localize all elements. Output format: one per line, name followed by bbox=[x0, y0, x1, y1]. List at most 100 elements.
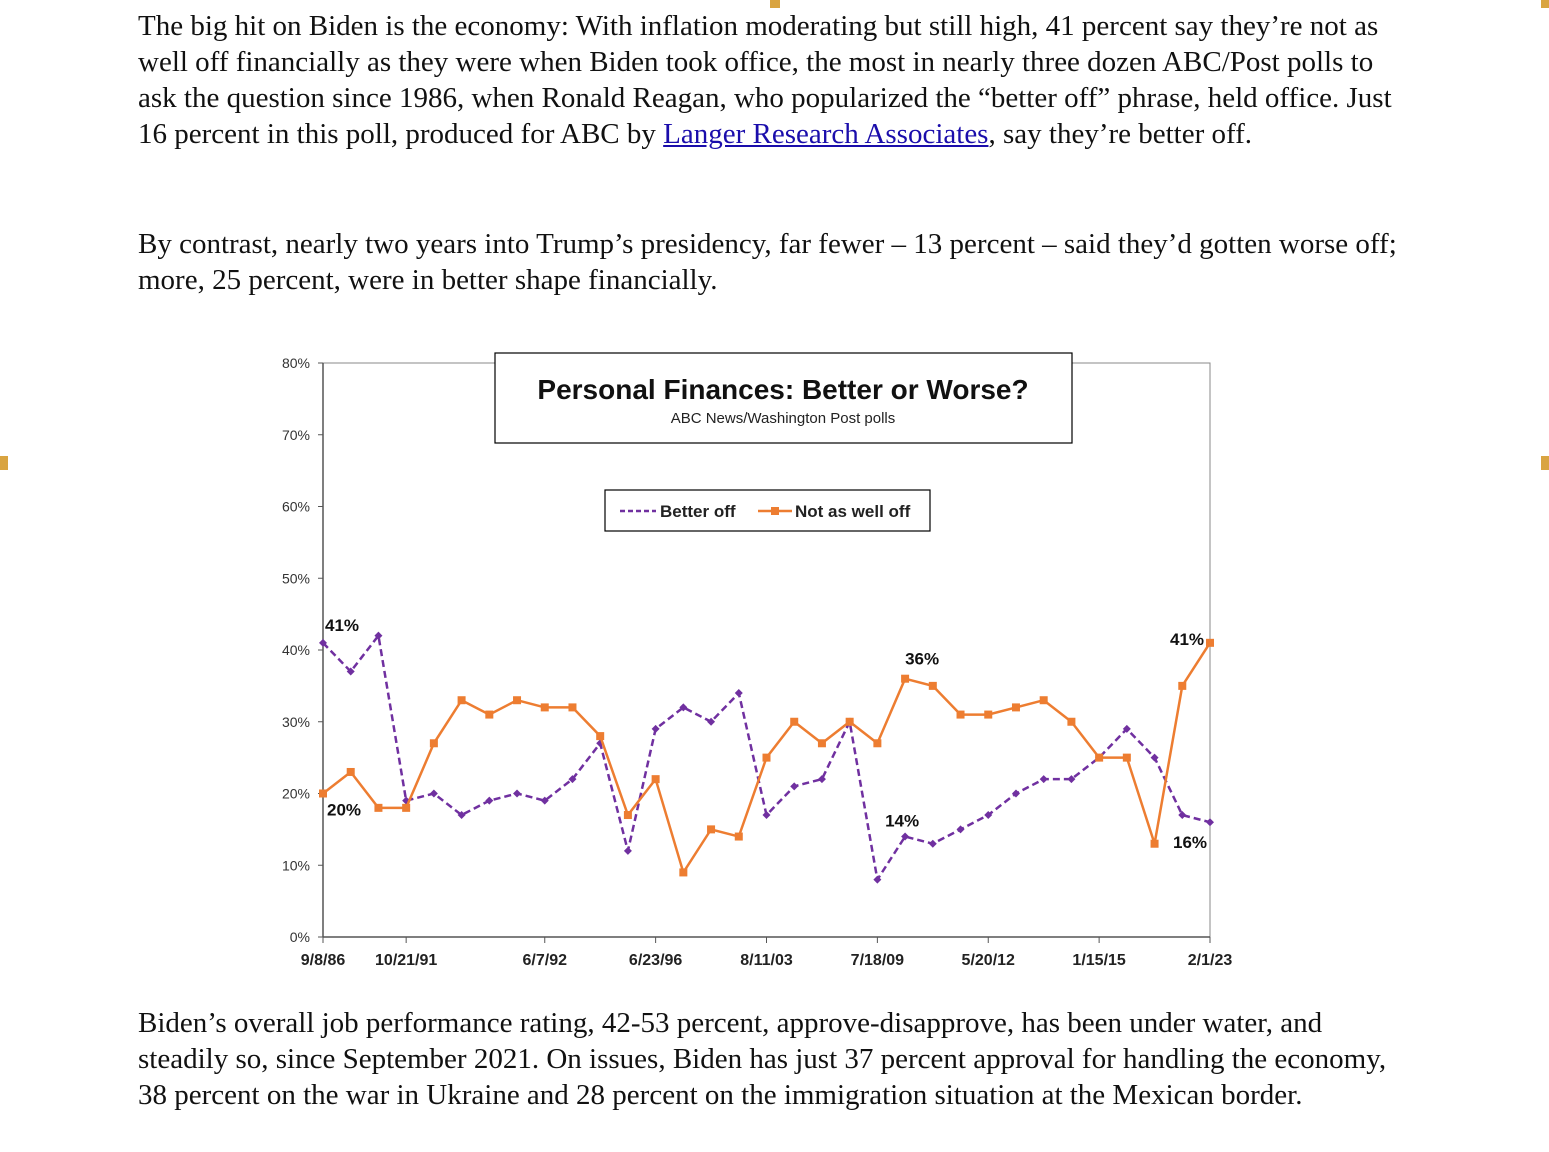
data-point-not-as-well-off bbox=[623, 811, 632, 820]
data-point-not-as-well-off bbox=[346, 767, 355, 776]
data-point-better-off bbox=[817, 775, 826, 784]
x-tick-label: 1/15/15 bbox=[1072, 952, 1125, 969]
langer-research-link[interactable]: Langer Research Associates bbox=[663, 118, 989, 150]
data-point-better-off bbox=[873, 875, 882, 884]
data-point-better-off bbox=[901, 832, 910, 841]
data-point-not-as-well-off bbox=[651, 775, 660, 784]
selection-handle-right[interactable] bbox=[1541, 456, 1549, 470]
data-point-better-off bbox=[679, 703, 688, 712]
data-point-better-off bbox=[1067, 775, 1076, 784]
selection-handle-left[interactable] bbox=[0, 456, 8, 470]
data-point-not-as-well-off bbox=[873, 739, 882, 748]
data-point-better-off bbox=[651, 724, 660, 733]
data-point-better-off bbox=[485, 796, 494, 805]
data-point-not-as-well-off bbox=[319, 789, 327, 798]
data-point-better-off bbox=[568, 775, 577, 784]
data-point-better-off bbox=[346, 667, 355, 676]
data-point-not-as-well-off bbox=[734, 832, 743, 841]
data-label: 16% bbox=[1173, 833, 1207, 852]
data-point-not-as-well-off bbox=[540, 703, 549, 712]
data-point-better-off bbox=[1150, 753, 1159, 762]
data-point-not-as-well-off bbox=[679, 868, 688, 877]
selection-handle-top-right[interactable] bbox=[1541, 0, 1549, 8]
data-point-not-as-well-off bbox=[956, 710, 965, 719]
data-point-not-as-well-off bbox=[984, 710, 993, 719]
data-point-not-as-well-off bbox=[845, 717, 854, 726]
legend-better-off-label: Better off bbox=[660, 502, 736, 521]
x-tick-label: 6/7/92 bbox=[523, 952, 568, 969]
data-point-better-off bbox=[457, 811, 466, 820]
data-point-better-off bbox=[1178, 811, 1187, 820]
y-tick-label: 40% bbox=[282, 642, 310, 658]
data-point-better-off bbox=[1039, 775, 1048, 784]
data-point-better-off bbox=[734, 689, 743, 698]
x-tick-label: 9/8/86 bbox=[301, 952, 346, 969]
data-point-not-as-well-off bbox=[1150, 839, 1159, 848]
data-point-not-as-well-off bbox=[790, 717, 799, 726]
y-tick-label: 0% bbox=[290, 929, 310, 945]
paragraph-economy: The big hit on Biden is the economy: Wit… bbox=[138, 8, 1398, 152]
data-point-better-off bbox=[429, 789, 438, 798]
x-tick-label: 5/20/12 bbox=[962, 952, 1015, 969]
paragraph-trump-contrast: By contrast, nearly two years into Trump… bbox=[138, 228, 1397, 296]
data-point-not-as-well-off bbox=[1122, 753, 1131, 762]
data-point-better-off bbox=[984, 811, 993, 820]
y-tick-label: 70% bbox=[282, 427, 310, 443]
y-tick-label: 20% bbox=[282, 786, 310, 802]
data-point-not-as-well-off bbox=[817, 739, 826, 748]
personal-finances-chart: 0% 10% 20% 30% 40% 50% 60% 70% 80% 9/8/86 10/21/91… bbox=[282, 352, 1233, 969]
y-tick-label: 30% bbox=[282, 714, 310, 730]
data-point-not-as-well-off bbox=[928, 681, 937, 690]
data-point-better-off bbox=[540, 796, 549, 805]
paragraph-text: The big hit on Biden is the economy: Wit… bbox=[138, 10, 1392, 150]
data-label: 20% bbox=[327, 801, 361, 820]
data-point-not-as-well-off bbox=[429, 739, 438, 748]
data-point-better-off bbox=[928, 839, 937, 848]
y-tick-label: 60% bbox=[282, 499, 310, 515]
data-point-not-as-well-off bbox=[901, 674, 910, 683]
plot-area bbox=[322, 362, 1211, 938]
y-tick-label: 80% bbox=[282, 355, 310, 371]
x-tick-label: 6/23/96 bbox=[629, 952, 682, 969]
data-point-not-as-well-off bbox=[1178, 681, 1187, 690]
y-tick-label: 50% bbox=[282, 570, 310, 586]
data-point-better-off bbox=[513, 789, 522, 798]
data-point-not-as-well-off bbox=[707, 825, 716, 834]
data-point-better-off bbox=[1206, 818, 1214, 827]
data-point-better-off bbox=[762, 811, 771, 820]
paragraph-text: , say they’re better off. bbox=[988, 118, 1253, 150]
data-point-better-off bbox=[956, 825, 965, 834]
data-point-not-as-well-off bbox=[1095, 753, 1104, 762]
data-label: 36% bbox=[905, 650, 939, 669]
chart-legend: Better off Not as well off bbox=[604, 489, 931, 532]
data-point-better-off bbox=[1122, 724, 1131, 733]
data-point-better-off bbox=[707, 717, 716, 726]
data-point-not-as-well-off bbox=[485, 710, 494, 719]
data-point-not-as-well-off bbox=[513, 696, 522, 705]
data-point-not-as-well-off bbox=[1011, 703, 1020, 712]
data-point-not-as-well-off bbox=[596, 732, 605, 741]
y-tick-label: 10% bbox=[282, 857, 310, 873]
data-point-not-as-well-off bbox=[402, 803, 411, 812]
chart-subtitle: ABC News/Washington Post polls bbox=[671, 410, 896, 427]
data-point-not-as-well-off bbox=[1206, 638, 1214, 647]
data-label: 14% bbox=[885, 812, 919, 831]
data-point-not-as-well-off bbox=[762, 753, 771, 762]
x-tick-label: 7/18/09 bbox=[851, 952, 904, 969]
data-point-not-as-well-off bbox=[374, 803, 383, 812]
chart-title: Personal Finances: Better or Worse? bbox=[537, 374, 1028, 405]
x-tick-label: 2/1/23 bbox=[1188, 952, 1233, 969]
data-label: 41% bbox=[325, 616, 359, 635]
data-point-better-off bbox=[319, 638, 327, 647]
data-point-better-off bbox=[374, 631, 383, 640]
chart-title-box bbox=[494, 352, 1073, 444]
x-tick-label: 8/11/03 bbox=[740, 952, 793, 969]
paragraph-job-performance: Biden’s overall job performance rating, … bbox=[138, 1007, 1387, 1111]
data-point-better-off bbox=[1011, 789, 1020, 798]
data-point-not-as-well-off bbox=[568, 703, 577, 712]
data-label: 41% bbox=[1170, 630, 1204, 649]
legend-not-as-well-off-label: Not as well off bbox=[795, 502, 911, 521]
selection-handle-top[interactable] bbox=[770, 0, 780, 8]
x-tick-label: 10/21/91 bbox=[375, 952, 437, 969]
data-point-not-as-well-off bbox=[457, 696, 466, 705]
